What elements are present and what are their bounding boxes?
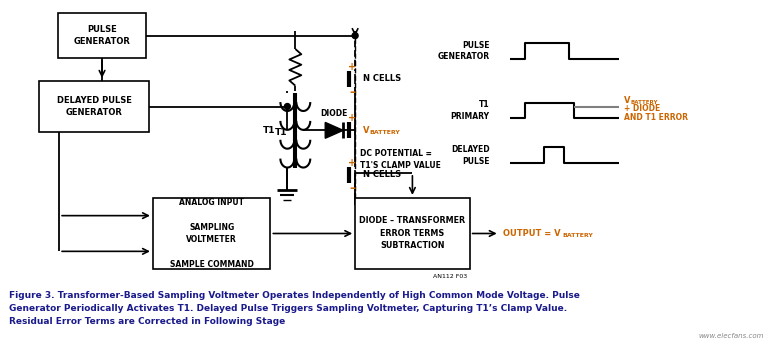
- Text: +: +: [348, 62, 356, 72]
- Text: T1: T1: [263, 126, 275, 135]
- Text: BATTERY: BATTERY: [563, 233, 593, 238]
- Bar: [39, 81, 149, 132]
- Text: DELAYED
PULSE: DELAYED PULSE: [451, 145, 489, 166]
- Text: +: +: [348, 158, 356, 168]
- Text: DIODE – TRANSFORMER
ERROR TERMS
SUBTRACTION: DIODE – TRANSFORMER ERROR TERMS SUBTRACT…: [359, 216, 465, 250]
- Text: +: +: [348, 114, 356, 123]
- Circle shape: [352, 33, 358, 38]
- Text: AND T1 ERROR: AND T1 ERROR: [624, 113, 688, 122]
- Text: PULSE
GENERATOR: PULSE GENERATOR: [73, 25, 131, 46]
- Text: T1
PRIMARY: T1 PRIMARY: [451, 100, 489, 121]
- Text: OUTPUT = V: OUTPUT = V: [502, 229, 560, 238]
- Text: DIODE: DIODE: [321, 109, 348, 118]
- Text: DC POTENTIAL =
T1'S CLAMP VALUE: DC POTENTIAL = T1'S CLAMP VALUE: [360, 149, 441, 170]
- Bar: [355, 198, 470, 269]
- Text: AN112 F03: AN112 F03: [434, 274, 468, 279]
- Text: –: –: [349, 182, 355, 196]
- Text: N CELLS: N CELLS: [363, 170, 401, 179]
- Bar: [153, 198, 271, 269]
- Text: www.elecfans.com: www.elecfans.com: [698, 333, 764, 339]
- Text: ANALOG INPUT

SAMPLING
VOLTMETER

SAMPLE COMMAND: ANALOG INPUT SAMPLING VOLTMETER SAMPLE C…: [170, 198, 254, 269]
- Circle shape: [284, 104, 291, 109]
- Text: T1: T1: [275, 128, 288, 137]
- Text: BATTERY: BATTERY: [369, 130, 400, 135]
- Bar: [58, 13, 146, 58]
- Text: Residual Error Terms are Corrected in Following Stage: Residual Error Terms are Corrected in Fo…: [9, 317, 285, 326]
- Text: BATTERY: BATTERY: [630, 100, 658, 105]
- Text: V: V: [624, 96, 631, 105]
- Text: Figure 3. Transformer-Based Sampling Voltmeter Operates Independently of High Co: Figure 3. Transformer-Based Sampling Vol…: [9, 291, 581, 300]
- Text: –: –: [349, 86, 355, 99]
- Text: DELAYED PULSE
GENERATOR: DELAYED PULSE GENERATOR: [56, 96, 131, 117]
- Text: PULSE
GENERATOR: PULSE GENERATOR: [438, 40, 489, 61]
- Text: Generator Periodically Activates T1. Delayed Pulse Triggers Sampling Voltmeter, : Generator Periodically Activates T1. Del…: [9, 304, 567, 313]
- Text: N CELLS: N CELLS: [363, 74, 401, 83]
- Polygon shape: [325, 122, 343, 138]
- Text: V: V: [363, 126, 369, 135]
- Text: + DIODE: + DIODE: [624, 104, 660, 113]
